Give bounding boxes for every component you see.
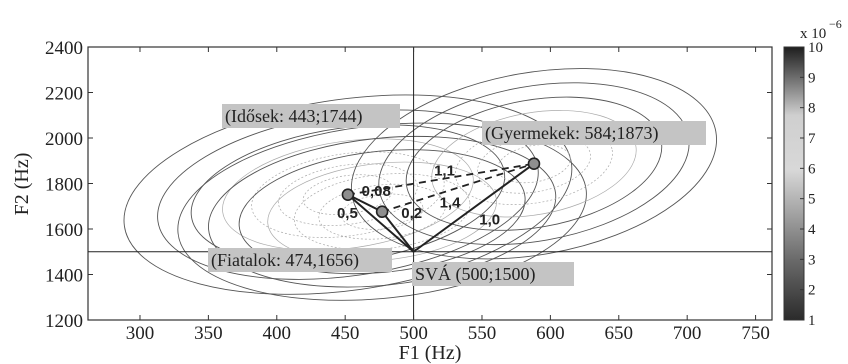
distance-label: 1,4 (440, 194, 462, 211)
y-axis-ticks: 1200 1400 1600 1800 2000 2200 2400 (45, 38, 772, 332)
colorbar-tick-label: 9 (808, 70, 816, 86)
contour-ellipse (293, 173, 471, 251)
contour-ellipse (208, 135, 557, 288)
colorbar-gradient (783, 46, 805, 321)
contour-ellipse (278, 163, 418, 226)
connection-line-solid (381, 211, 415, 253)
contour-ellipse (340, 193, 424, 230)
data-point (527, 157, 541, 171)
colorbar-tick-label: 7 (808, 131, 816, 147)
contour-ellipse (497, 144, 571, 184)
colorbar-tick-label: 5 (808, 192, 816, 208)
x-tick-label: 400 (263, 323, 292, 344)
x-tick-label: 350 (194, 323, 223, 344)
connection-line-solid (347, 193, 415, 253)
connection-line-solid (412, 162, 535, 253)
distance-label: 0,5 (337, 205, 358, 222)
colorbar-tick-label: 10 (808, 40, 823, 56)
y-tick-label: 2200 (45, 84, 83, 105)
x-tick-label: 450 (331, 323, 360, 344)
contour-ellipse (318, 183, 446, 240)
contour-ellipse (302, 174, 394, 215)
x-tick-label: 300 (126, 323, 155, 344)
contour-ellipse (431, 110, 637, 218)
annotation-box (222, 104, 400, 128)
annotation-text: (Idősek: 443;1744) (225, 106, 362, 127)
x-axis-ticks: 300 350 400 450 500 550 600 650 700 750 (126, 47, 770, 344)
distance-label: 0,2 (401, 205, 422, 222)
colorbar-tick-label: 2 (808, 283, 816, 299)
colorbar-tick-label: 8 (808, 101, 816, 117)
distance-label: 1,1 (434, 163, 455, 180)
connection-line-dashed (347, 162, 535, 196)
colorbar-exponent: −6 (829, 17, 842, 31)
y-tick-label: 1600 (45, 220, 83, 241)
annotation-text: (Fiatalok: 474,1656) (211, 250, 359, 271)
x-tick-label: 500 (399, 323, 428, 344)
connection-lines (347, 162, 535, 253)
distance-label: 1,0 (479, 211, 500, 228)
colorbar-tick-label: 4 (808, 222, 816, 238)
contour-ellipse (251, 151, 445, 238)
connection-line-solid (347, 193, 383, 213)
y-tick-label: 1400 (45, 266, 83, 287)
y-tick-label: 1200 (45, 311, 83, 332)
distance-labels: 0,08 1,1 1,4 0,5 0,2 1,0 (337, 163, 500, 229)
colorbar-tick-label: 3 (808, 252, 816, 268)
annotation-labels: (Idősek: 443;1744) (Gyermekek: 584;1873) (… (208, 104, 706, 286)
colorbar-tick-label: 6 (808, 161, 816, 177)
y-tick-label: 2000 (45, 129, 83, 150)
contour-ellipse (222, 138, 474, 251)
x-tick-label: 600 (536, 323, 565, 344)
y-tick-label: 1800 (45, 175, 83, 196)
y-tick-label: 2400 (45, 38, 83, 59)
annotation-text: SVÁ (500;1500) (415, 263, 536, 285)
colorbar-tick-label: 1 (808, 313, 816, 329)
data-point (375, 205, 389, 219)
x-tick-label: 700 (673, 323, 702, 344)
annotation-text: (Gyermekek: 584;1873) (485, 123, 658, 144)
colorbar: 1 2 3 4 5 6 7 8 9 10 x 10 −6 (783, 17, 842, 329)
x-axis-label: F1 (Hz) (399, 342, 462, 364)
x-tick-label: 750 (741, 323, 770, 344)
annotation-box (412, 262, 574, 286)
y-axis-label: F2 (Hz) (11, 153, 33, 216)
contour-ellipse (477, 133, 591, 194)
x-tick-label: 650 (605, 323, 634, 344)
data-points (341, 157, 541, 219)
x-tick-label: 550 (468, 323, 497, 344)
colorbar-ticks: 1 2 3 4 5 6 7 8 9 10 (800, 40, 823, 329)
data-point (341, 188, 355, 201)
colorbar-multiplier: x 10 (800, 26, 826, 42)
annotation-box (482, 121, 706, 145)
annotation-box (208, 248, 392, 272)
connection-line-dashed (381, 162, 535, 213)
distance-label: 0,08 (362, 183, 391, 200)
